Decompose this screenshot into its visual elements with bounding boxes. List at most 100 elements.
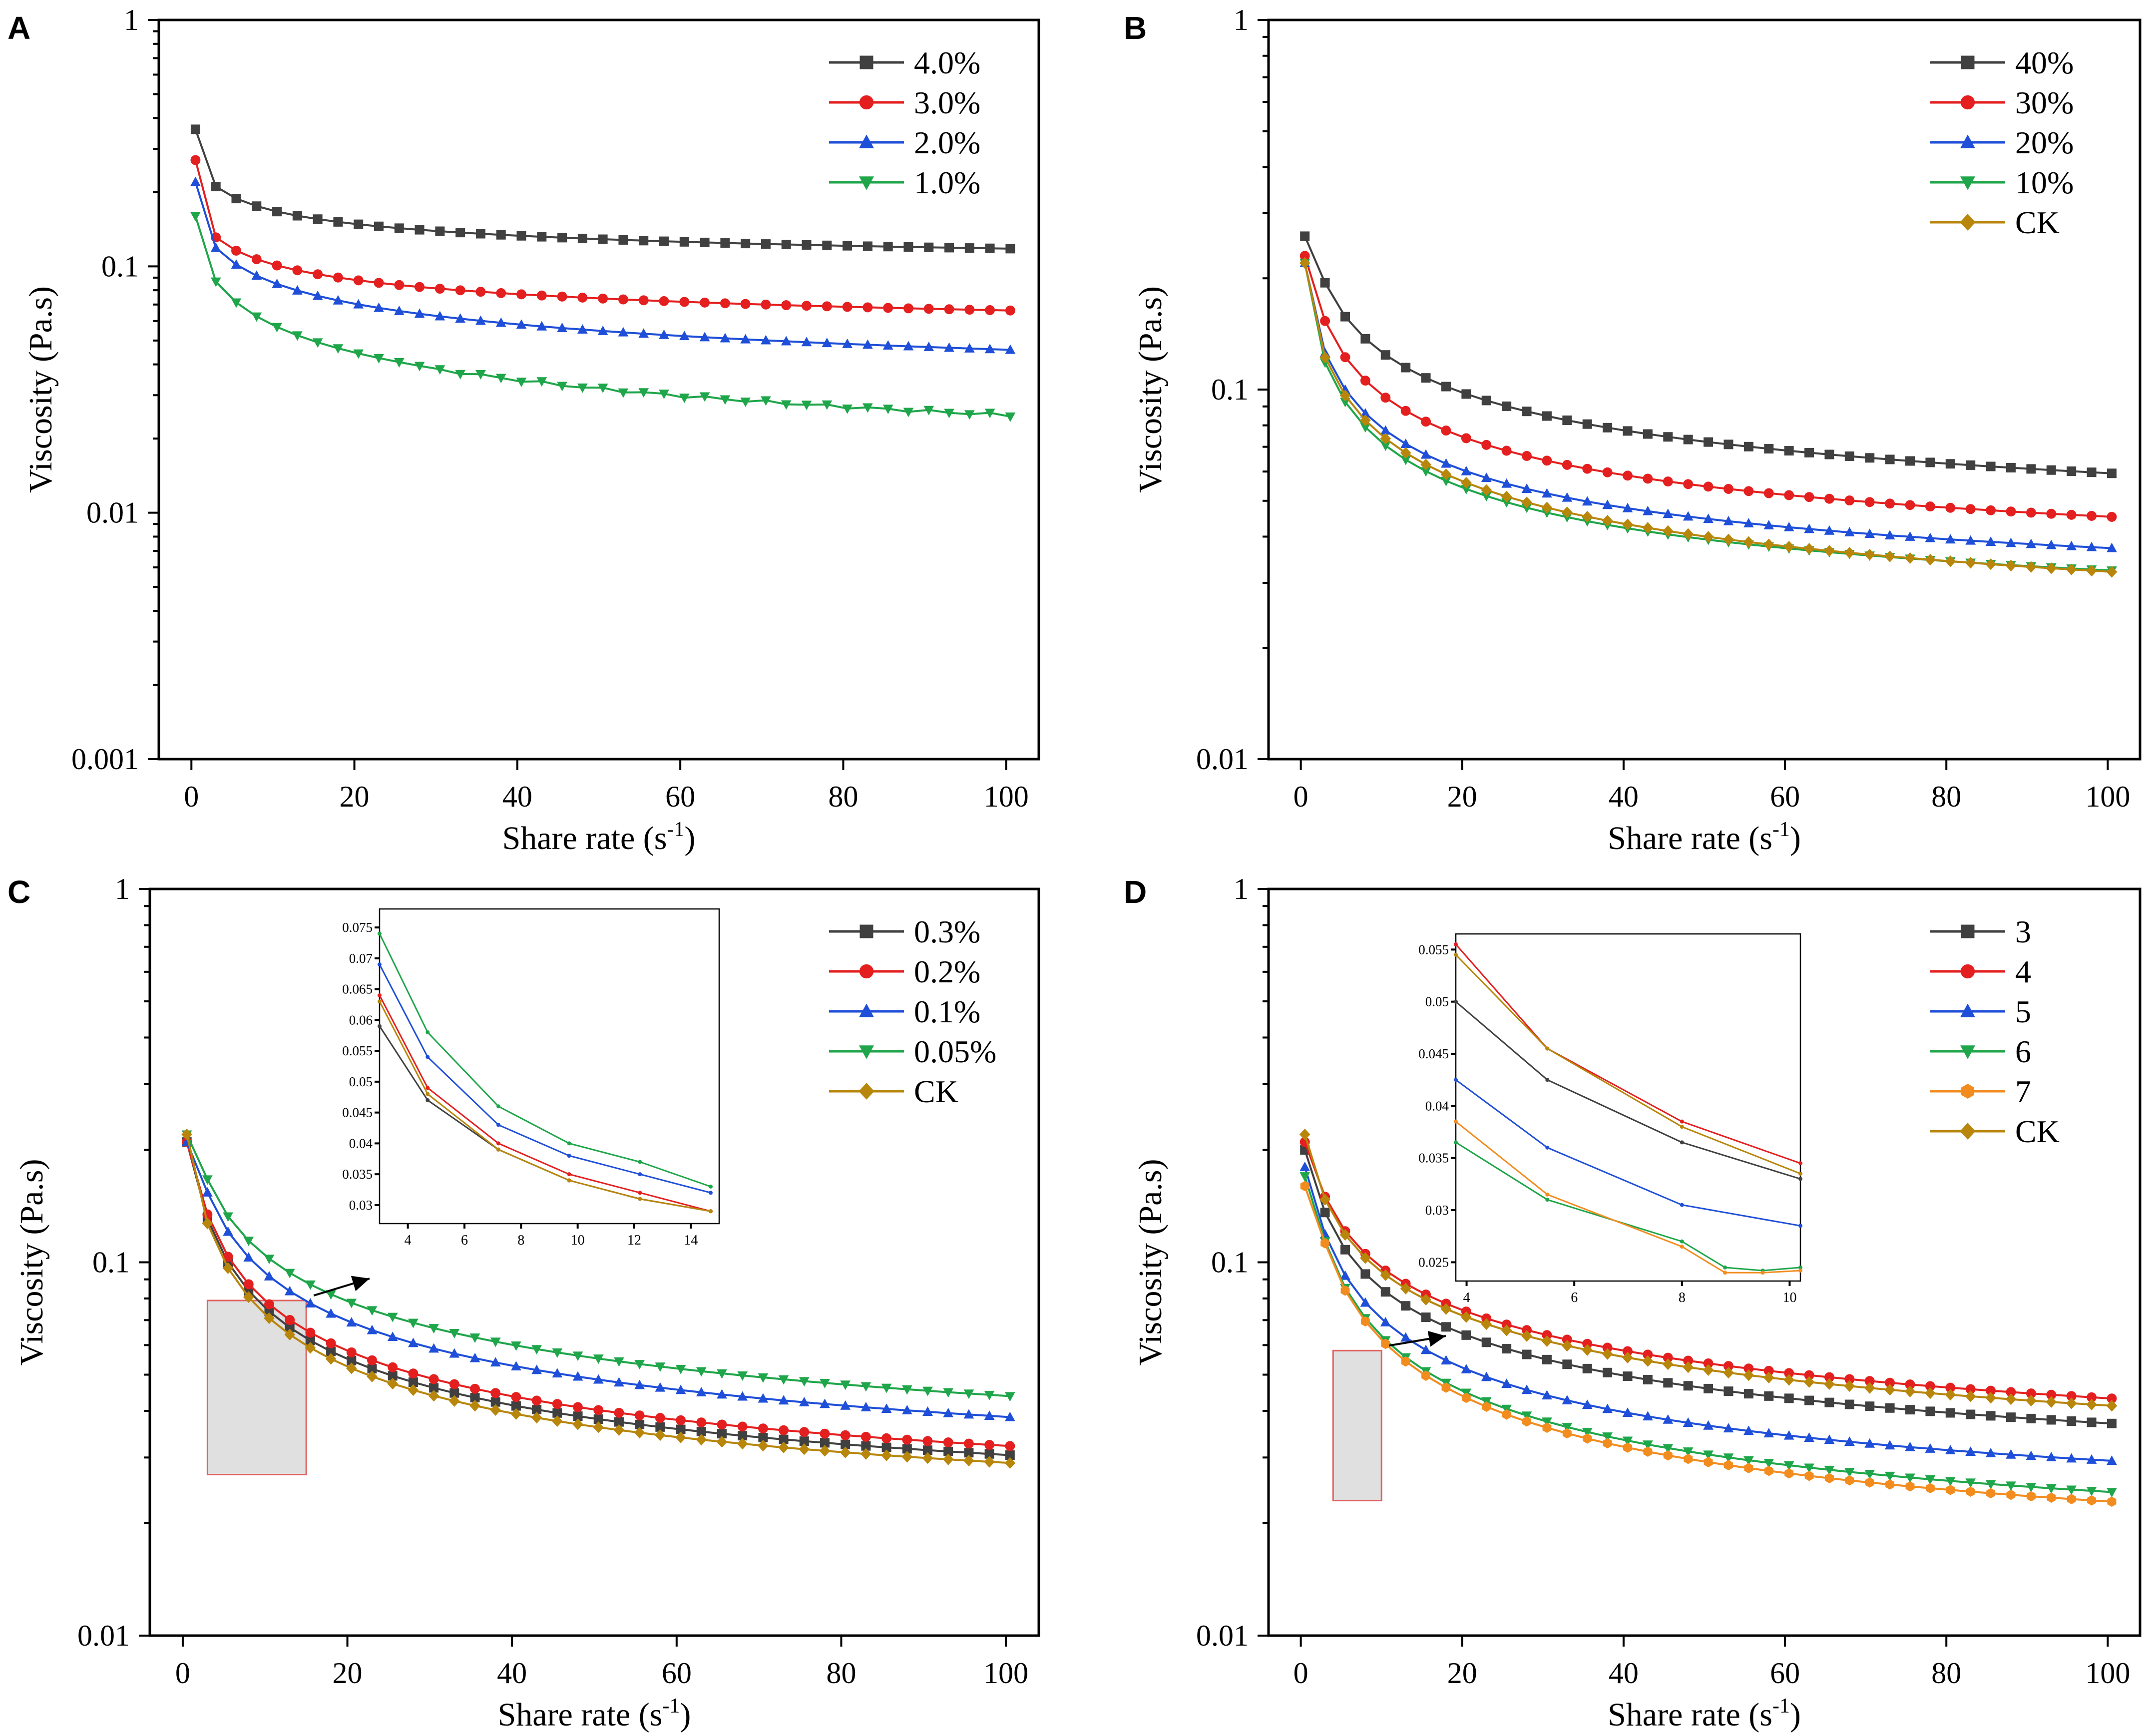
data-point [1724,484,1733,494]
data-point [1380,350,1390,360]
data-point [1945,534,1956,544]
data-point [1643,1446,1653,1457]
data-point [1824,525,1835,535]
data-point [822,240,832,250]
inset-data-point [709,1209,713,1214]
data-point [1522,1349,1532,1359]
inset-data-point [496,1123,500,1127]
data-point [1339,390,1351,402]
data-point [1542,488,1552,498]
data-point [1461,1364,1472,1373]
data-point [202,1187,213,1197]
data-point [1602,467,1613,477]
data-point [1299,1161,1310,1171]
data-point [1562,1339,1573,1352]
data-point [1420,1344,1431,1354]
data-point [1360,334,1370,344]
data-point [1905,500,1915,510]
data-point [802,240,812,250]
inset-data-point [496,1104,500,1109]
inset-data-point [1680,1203,1684,1207]
inset-data-point [1545,1198,1550,1202]
data-point [1360,1252,1371,1264]
data-point [1945,1408,1955,1418]
data-point [1925,1483,1935,1494]
series-CK [1299,1128,2118,1412]
y-tick-label: 1 [1234,872,1249,905]
data-point [1441,382,1451,392]
legend-label: 30% [2015,85,2074,120]
data-point [1704,1457,1713,1468]
data-point [761,299,771,310]
data-point [449,1348,460,1358]
series-30% [1299,251,2117,522]
data-point [2046,562,2057,574]
x-tick-label: 80 [1931,780,1961,813]
legend-marker [860,55,873,69]
data-point [1844,451,1854,461]
data-point [2107,1418,2117,1428]
inset-y-tick-label: 0.065 [342,982,373,997]
inset-series-line [1455,943,1801,1164]
data-point [1481,484,1492,496]
data-point [1764,1391,1774,1401]
data-point [1783,1461,1794,1471]
data-point [552,1399,562,1409]
inset-y-tick-label: 0.045 [342,1105,373,1120]
data-point [305,1327,316,1338]
data-point [613,1424,625,1436]
data-point [675,1431,686,1443]
data-point [210,277,221,287]
data-point [1340,1270,1350,1280]
data-point [758,1439,769,1452]
x-axis-label-superscript: -1 [1772,818,1790,841]
data-point [1582,1344,1593,1356]
data-point [1864,528,1875,538]
series-line [1303,255,2112,518]
data-point [2066,1397,2077,1409]
data-point [1602,1403,1613,1413]
data-point [737,1438,748,1450]
panel-A: A 0 20 40 60 80 100 0.001 0.01 0.1 1 Share rate (s-… [7,3,1040,857]
inset-series-line [1455,1079,1801,1227]
inset-data-point [378,999,382,1004]
data-point [1885,498,1895,509]
data-point [251,254,262,265]
data-point [1965,557,1976,569]
series-6 [1299,1172,2117,1498]
data-point [593,1421,604,1433]
data-point [1985,1392,1996,1404]
data-point [820,1428,830,1439]
series-0.1% [181,1136,1015,1421]
data-point [882,405,893,415]
data-point [598,293,608,304]
series-4.0% [190,124,1015,254]
data-point [202,1218,213,1230]
data-point [313,214,323,224]
data-point [1643,505,1653,515]
data-point [2026,1413,2036,1423]
data-point [408,1318,419,1328]
data-point [699,392,710,402]
data-point [367,1306,378,1316]
data-point [1683,1361,1694,1373]
data-point [1663,1450,1673,1461]
data-point [1905,1441,1915,1451]
x-axis-label: Share rate (s-1) [502,818,696,857]
data-point [2086,1454,2097,1464]
data-point [963,1389,974,1399]
data-point [1743,486,1754,496]
data-point [2106,1400,2118,1412]
data-point [944,304,954,315]
data-point [435,226,445,236]
data-point [720,238,730,248]
inset-x-tick-label: 8 [1679,1290,1686,1305]
data-point [820,1398,830,1408]
data-point [333,295,344,305]
data-point [1481,396,1491,406]
data-point [1743,518,1754,527]
x-tick-label: 80 [828,780,858,813]
data-point [475,370,486,380]
data-point [1501,1378,1512,1388]
data-point [700,297,710,308]
